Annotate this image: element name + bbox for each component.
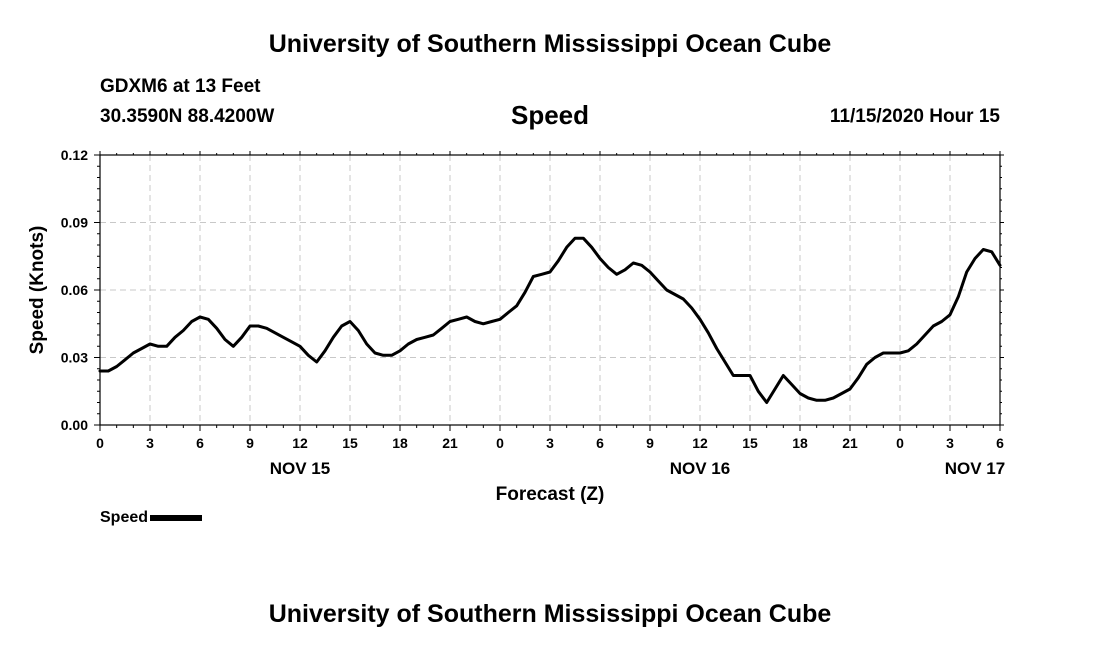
y-axis-title: Speed (Knots) <box>27 226 48 355</box>
x-tick-label: 0 <box>96 435 104 451</box>
label-layer: 0 3 6 9 12 15 18 21 0 3 6 9 12 15 18 21 0 3 6 0.00 0.03 0.06 0… <box>27 147 1005 505</box>
y-tick-label: 0.09 <box>61 215 88 231</box>
x-tick-label: 18 <box>392 435 408 451</box>
day-label: NOV 17 <box>945 459 1005 478</box>
main-title: University of Southern Mississippi Ocean… <box>268 30 832 58</box>
day-label: NOV 15 <box>270 459 330 478</box>
day-label: NOV 16 <box>670 459 730 478</box>
x-tick-label: 9 <box>246 435 254 451</box>
x-tick-label: 0 <box>896 435 904 451</box>
x-tick-label: 12 <box>692 435 708 451</box>
x-axis-title: Forecast (Z) <box>496 484 605 505</box>
x-tick-label: 18 <box>792 435 808 451</box>
y-tick-label: 0.03 <box>61 350 88 366</box>
x-tick-label: 12 <box>292 435 308 451</box>
x-tick-label: 15 <box>342 435 358 451</box>
y-tick-label: 0.06 <box>61 282 88 298</box>
footer-title: University of Southern Mississippi Ocean… <box>268 600 832 628</box>
datetime-label: 11/15/2020 Hour 15 <box>829 106 1000 127</box>
y-tick-label: 0.12 <box>61 147 88 163</box>
series-layer <box>98 236 1002 404</box>
x-tick-label: 6 <box>596 435 604 451</box>
x-tick-label: 15 <box>742 435 758 451</box>
chart-title: Speed <box>510 100 590 130</box>
legend-label-speed: Speed <box>100 509 149 526</box>
x-tick-label: 21 <box>842 435 858 451</box>
x-tick-label: 9 <box>646 435 654 451</box>
x-tick-label: 21 <box>442 435 458 451</box>
legend: Speed <box>100 509 203 527</box>
legend-swatch-speed <box>150 515 203 521</box>
x-tick-label: 3 <box>146 435 154 451</box>
station-label: GDXM6 at 13 Feet <box>100 76 261 97</box>
x-tick-label: 6 <box>196 435 204 451</box>
plot-frame <box>99 154 1001 426</box>
grid-layer <box>100 155 1000 425</box>
y-tick-label: 0.00 <box>61 417 88 433</box>
coordinates-label: 30.3590N 88.4200W <box>100 106 275 127</box>
x-tick-label: 0 <box>496 435 504 451</box>
x-tick-label: 3 <box>546 435 554 451</box>
x-tick-label: 6 <box>996 435 1004 451</box>
series-line-speed <box>98 236 1002 404</box>
x-tick-label: 3 <box>946 435 954 451</box>
axis-layer <box>94 151 1004 431</box>
